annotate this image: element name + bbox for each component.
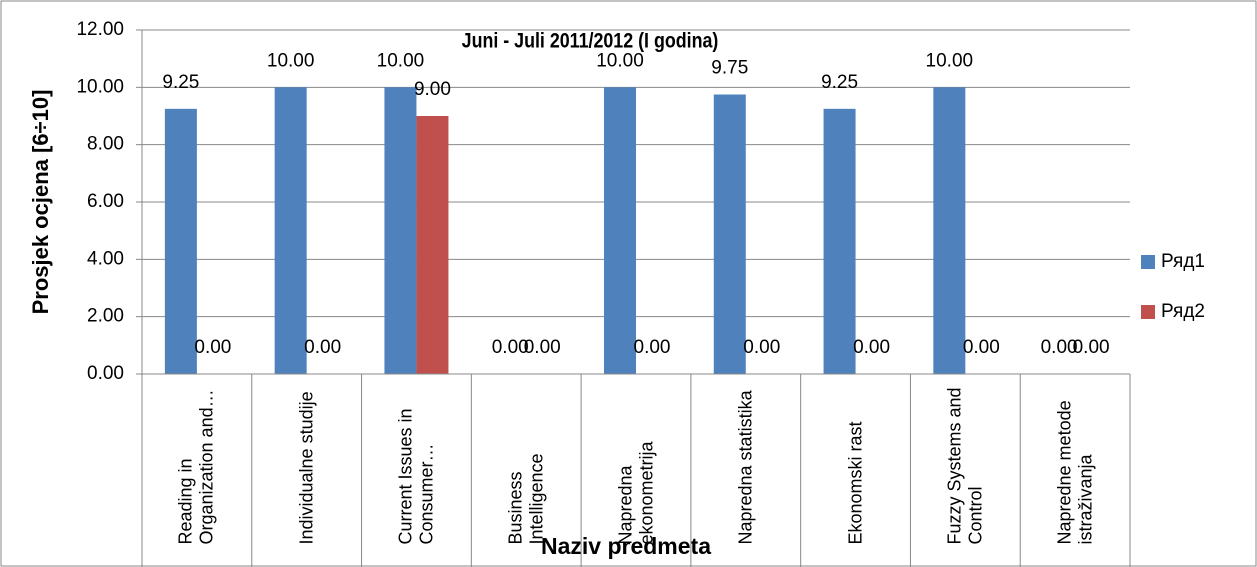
y-tick-label: 10.00: [76, 76, 124, 97]
x-tick-label: Napredne metode istraživanja: [1054, 400, 1096, 545]
value-label: 0.00: [963, 337, 1000, 358]
value-label: 9.00: [414, 79, 451, 100]
y-tick-label: 8.00: [87, 134, 124, 155]
bar: [384, 87, 417, 374]
bar: [274, 87, 307, 374]
legend-label: Ряд1: [1161, 251, 1205, 272]
value-label: 10.00: [267, 50, 315, 71]
bar: [713, 94, 746, 374]
value-label: 9.25: [162, 72, 199, 93]
value-label: 10.00: [596, 50, 644, 71]
value-label: 0.00: [524, 337, 561, 358]
bar: [164, 108, 197, 374]
y-tick-label: 2.00: [87, 306, 124, 327]
bar: [604, 87, 636, 374]
x-tick-label: Individualne studije: [296, 391, 317, 545]
bar: [823, 108, 856, 374]
x-tick-label: Ekonomski rast: [845, 421, 866, 545]
value-label: 0.00: [853, 337, 890, 358]
x-tick-label: Fuzzy Systems and Control: [944, 387, 986, 545]
value-label: 0.00: [1073, 337, 1110, 358]
value-label: 9.25: [821, 72, 858, 93]
y-tick-label: 4.00: [87, 248, 124, 269]
value-label: 0.00: [492, 337, 529, 358]
x-axis-label: Naziv predmeta: [541, 533, 711, 559]
value-label: 10.00: [377, 50, 425, 71]
x-tick-label: Reading in Organization and…: [175, 389, 217, 545]
value-label: 0.00: [743, 337, 780, 358]
legend-swatch: [1141, 305, 1155, 319]
y-tick-label: 6.00: [87, 191, 124, 212]
bar: [416, 116, 449, 374]
value-label: 0.00: [1041, 337, 1078, 358]
y-axis-label: Prosjek ocjena [6÷10]: [28, 90, 53, 315]
chart-title: Juni - Juli 2011/2012 (I godina): [462, 29, 719, 53]
value-label: 0.00: [194, 337, 231, 358]
x-tick-label: Business Intelligence: [505, 453, 547, 545]
y-tick-label: 0.00: [87, 363, 124, 384]
x-tick-label: Napredna ekonometrija: [615, 441, 656, 545]
value-label: 0.00: [634, 337, 671, 358]
value-label: 10.00: [926, 50, 974, 71]
legend-swatch: [1141, 255, 1155, 269]
value-label: 9.75: [711, 58, 748, 79]
y-tick-label: 12.00: [76, 19, 124, 40]
x-tick-label: Current Issues in Consumer…: [395, 408, 437, 545]
bar: [933, 87, 966, 374]
x-tick-label: Napredna statistika: [735, 390, 756, 545]
legend-label: Ряд2: [1161, 301, 1205, 322]
value-label: 0.00: [304, 337, 341, 358]
